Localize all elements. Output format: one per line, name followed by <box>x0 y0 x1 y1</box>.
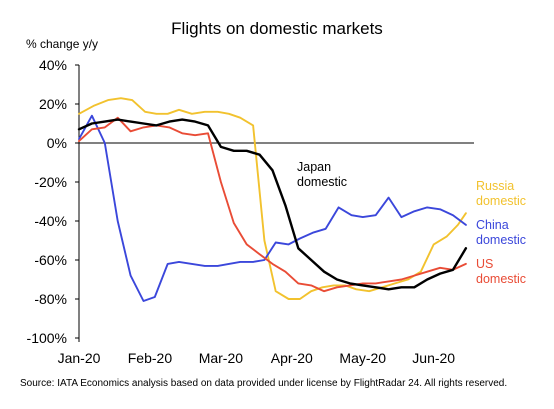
axes: 40% 20% 0% -20% -40% -60% -80% -100% Jan-20 Feb-2… <box>27 57 474 366</box>
series-label-japan-domestic: Japan domestic <box>297 160 347 189</box>
y-axis-label: % change y/y <box>26 37 98 51</box>
y-tick-label: -80% <box>34 291 67 307</box>
x-tick-label: May-20 <box>339 350 386 366</box>
x-tick-label: Jun-20 <box>412 350 455 366</box>
series-label-china-domestic: China domestic <box>476 218 526 247</box>
series-line-russia-domestic <box>78 97 467 300</box>
x-tick-label: Apr-20 <box>271 350 313 366</box>
series-layer <box>77 97 468 302</box>
y-tick-label: 0% <box>47 135 67 151</box>
y-tick-label: -40% <box>34 213 67 229</box>
x-tick-label: Jan-20 <box>58 350 101 366</box>
series-line-us-domestic <box>78 116 467 293</box>
x-tick-label: Mar-20 <box>199 350 244 366</box>
series-label-russia-domestic: Russia domestic <box>476 179 526 208</box>
y-tick-label: 40% <box>39 57 67 73</box>
series-labels: Russia domestic China domestic US domestic Jap… <box>297 160 526 286</box>
x-tick-label: Feb-20 <box>128 350 173 366</box>
series-label-us-domestic: US domestic <box>476 257 526 286</box>
chart-title: Flights on domestic markets <box>171 19 383 38</box>
series-line-japan-domestic <box>77 118 468 291</box>
y-tick-label: -20% <box>34 174 67 190</box>
source-note: Source: IATA Economics analysis based on… <box>20 378 507 389</box>
series-line-china-domestic <box>78 114 467 302</box>
y-tick-label: 20% <box>39 96 67 112</box>
y-tick-label: -60% <box>34 252 67 268</box>
y-tick-label: -100% <box>27 330 67 346</box>
